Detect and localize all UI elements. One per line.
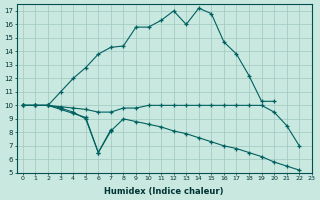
- X-axis label: Humidex (Indice chaleur): Humidex (Indice chaleur): [105, 187, 224, 196]
